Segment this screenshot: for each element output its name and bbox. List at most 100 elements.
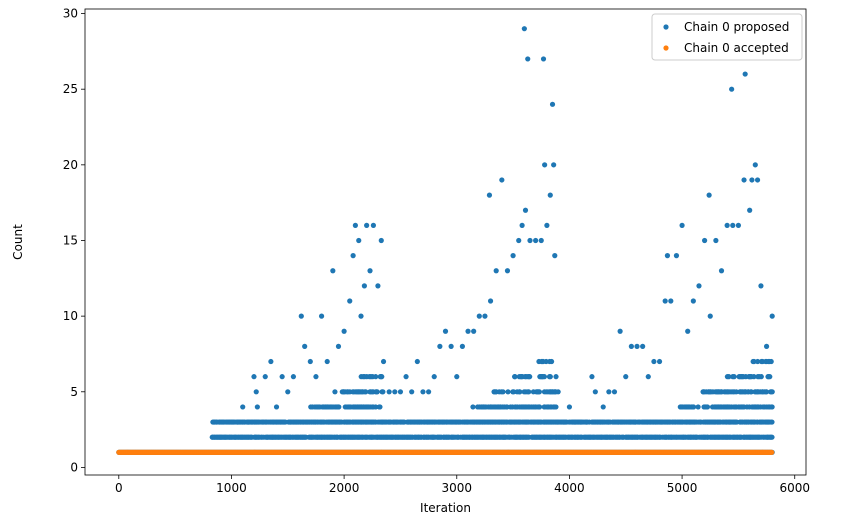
proposed-point (561, 419, 567, 425)
proposed-point (755, 358, 761, 365)
proposed-point (769, 313, 775, 319)
y-tick-label: 5 (70, 385, 78, 399)
proposed-point (510, 253, 516, 259)
proposed-point (505, 389, 511, 395)
proposed-point (758, 283, 764, 289)
proposed-point (370, 222, 376, 228)
proposed-point (228, 419, 235, 425)
proposed-point (279, 374, 285, 380)
proposed-point (302, 343, 308, 349)
proposed-point (386, 389, 392, 395)
y-tick-label: 15 (63, 233, 78, 247)
proposed-point (397, 389, 404, 395)
proposed-point (702, 237, 708, 244)
proposed-point (748, 389, 754, 395)
proposed-point (536, 389, 543, 395)
proposed-point (606, 389, 612, 395)
proposed-point (254, 404, 260, 410)
proposed-point (611, 389, 618, 395)
proposed-point (767, 374, 773, 380)
proposed-point (690, 298, 696, 304)
proposed-point (544, 222, 550, 228)
proposed-point (763, 389, 770, 395)
proposed-point (341, 328, 347, 334)
proposed-point (251, 374, 257, 380)
proposed-point (380, 358, 387, 365)
proposed-point (318, 313, 325, 319)
proposed-point (542, 162, 548, 168)
proposed-point (217, 434, 223, 440)
y-tick-label: 25 (63, 82, 78, 96)
legend-box (651, 13, 803, 61)
proposed-point (262, 374, 268, 380)
proposed-point (426, 389, 432, 395)
y-tick-label: 0 (70, 460, 78, 474)
proposed-point (747, 207, 753, 213)
proposed-point (537, 404, 543, 410)
proposed-point (578, 419, 584, 425)
proposed-point (525, 56, 531, 62)
proposed-point (476, 313, 482, 319)
proposed-point (758, 374, 764, 380)
proposed-point (547, 192, 553, 198)
proposed-point (380, 389, 386, 395)
proposed-point (361, 283, 367, 289)
proposed-point (662, 298, 668, 304)
accepted-point (769, 449, 775, 455)
proposed-point (696, 283, 702, 289)
legend-label-accepted: Chain 0 accepted (684, 41, 789, 55)
proposed-point (551, 162, 557, 168)
proposed-point (454, 374, 460, 380)
proposed-point (634, 343, 640, 349)
proposed-point (352, 222, 358, 228)
y-tick-label: 20 (63, 158, 78, 172)
proposed-point (552, 253, 558, 259)
proposed-point (253, 389, 259, 395)
proposed-point (718, 268, 725, 274)
proposed-point (209, 434, 215, 440)
proposed-point (691, 404, 697, 410)
y-tick-label: 10 (63, 309, 78, 323)
proposed-point (240, 404, 246, 410)
proposed-point (555, 389, 561, 395)
legend-marker-accepted (663, 45, 669, 51)
proposed-point (245, 419, 251, 425)
proposed-point (729, 86, 735, 92)
proposed-point (730, 222, 736, 228)
proposed-point (442, 328, 449, 334)
proposed-point (482, 313, 488, 319)
proposed-point (547, 374, 553, 380)
proposed-point (664, 253, 671, 259)
proposed-point (548, 358, 555, 365)
proposed-point (378, 237, 384, 244)
proposed-point (600, 404, 606, 410)
proposed-point (742, 71, 748, 77)
legend-marker-proposed (663, 24, 669, 30)
proposed-point (713, 237, 719, 244)
proposed-point (409, 389, 415, 395)
proposed-point (704, 404, 711, 410)
proposed-point (470, 404, 476, 410)
proposed-point (420, 389, 426, 395)
x-tick-label: 2000 (329, 481, 360, 495)
proposed-point (628, 343, 634, 349)
proposed-point (724, 222, 730, 228)
proposed-point (566, 404, 573, 410)
proposed-point (527, 237, 533, 244)
x-tick-label: 1000 (216, 481, 247, 495)
proposed-point (347, 298, 353, 304)
proposed-point (754, 177, 761, 183)
proposed-point (533, 237, 539, 244)
proposed-point (645, 374, 651, 380)
proposed-point (583, 419, 589, 425)
proposed-point (414, 358, 420, 365)
proposed-point (379, 374, 385, 380)
proposed-point (617, 328, 623, 334)
proposed-point (471, 328, 477, 334)
proposed-point (592, 389, 598, 395)
proposed-point (553, 374, 559, 380)
proposed-point (431, 374, 437, 380)
proposed-point (769, 389, 775, 395)
proposed-point (522, 207, 529, 213)
proposed-point (549, 101, 556, 107)
